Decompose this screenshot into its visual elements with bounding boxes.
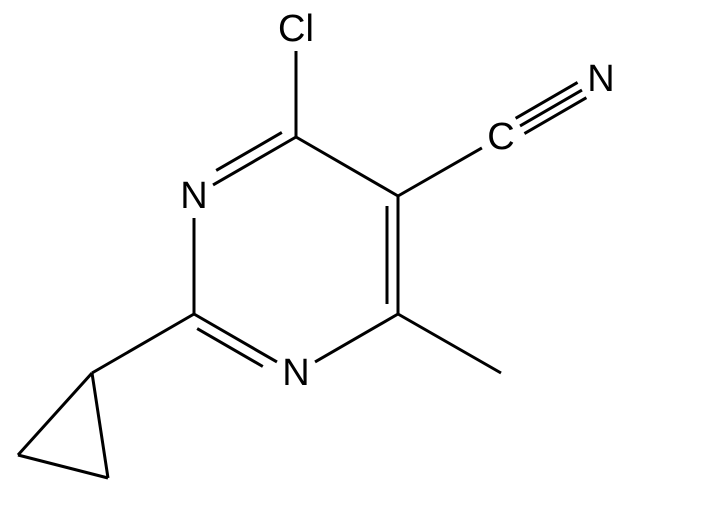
atom-label: Cl	[278, 8, 314, 50]
atom-label: N	[587, 58, 614, 100]
molecule-canvas: N Cl C N N	[0, 0, 702, 523]
atom-label: C	[487, 116, 514, 158]
atom-label: N	[180, 175, 207, 217]
atom-label: N	[282, 352, 309, 394]
